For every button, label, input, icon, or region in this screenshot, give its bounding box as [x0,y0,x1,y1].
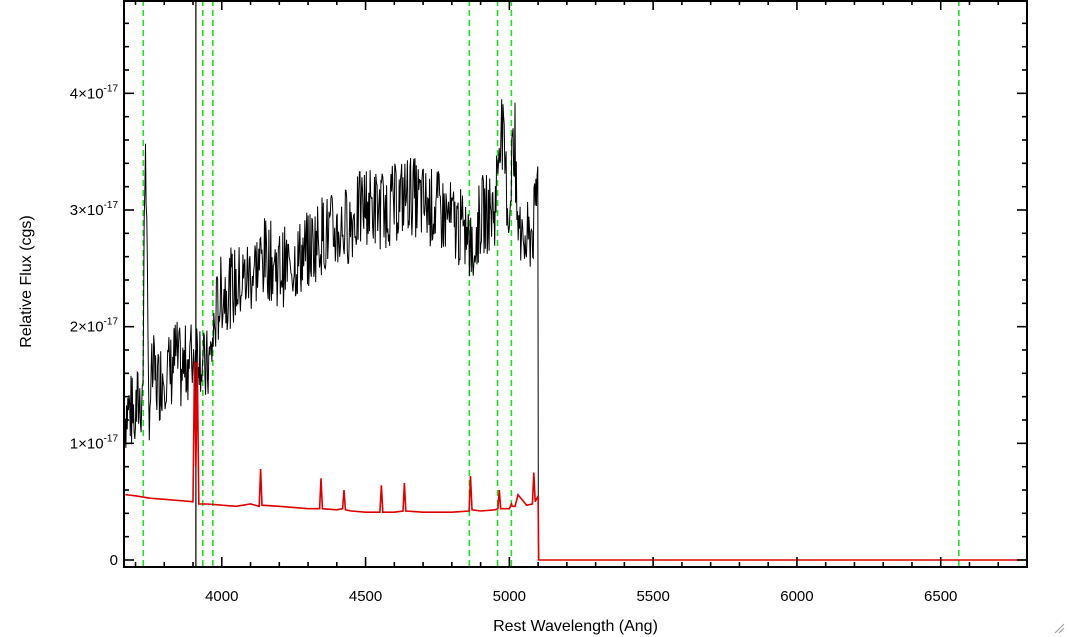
x-tick-label: 6000 [780,588,813,605]
x-tick-label: 5500 [636,588,669,605]
x-axis-label: Rest Wavelength (Ang) [493,618,658,635]
model-spectrum-line [125,361,1027,561]
x-tick-label: 4500 [349,588,382,605]
y-tick-label: 1×10-17 [70,433,119,452]
y-tick-label: 0 [110,552,118,569]
y-tick-label: 2×10-17 [70,317,119,336]
observed-spectrum-line [123,99,1027,561]
x-tick-labels: 4000 4500 5000 5500 6000 6500 [205,588,957,605]
plot-frame [123,0,1028,568]
y-tick-labels: 0 1×10-17 2×10-17 3×10-17 4×10-17 [70,83,119,569]
y-tick-label: 4×10-17 [70,83,119,102]
x-tick-label: 6500 [924,588,957,605]
y-tick-label: 3×10-17 [70,200,119,219]
x-tick-label: 5000 [493,588,526,605]
axis-ticks [124,0,1028,567]
series-layer [123,99,1027,561]
y-axis-label: Relative Flux (cgs) [18,215,35,347]
reference-lines [142,0,960,567]
resize-grip-icon[interactable] [1053,622,1065,634]
x-tick-label: 4000 [205,588,238,605]
